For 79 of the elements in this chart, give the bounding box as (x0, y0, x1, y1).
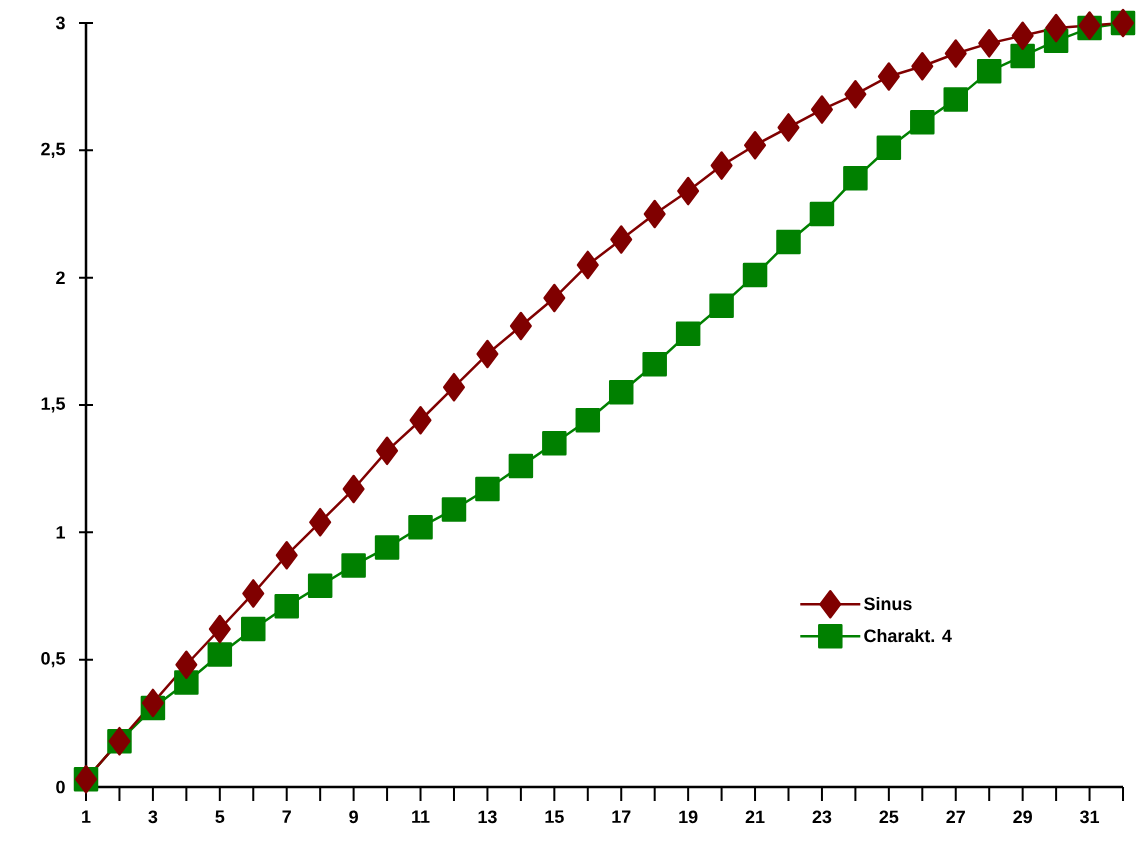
point (476, 339, 499, 369)
x-tick-label: 11 (412, 810, 430, 823)
y-tick-label: 3 (55, 16, 65, 30)
point (241, 616, 266, 642)
point (341, 553, 366, 578)
point (141, 688, 164, 718)
point (877, 62, 900, 91)
point (610, 225, 633, 254)
point (408, 514, 433, 540)
point (509, 311, 532, 341)
point (809, 201, 835, 227)
point (677, 176, 700, 206)
x-tick-label: 15 (545, 810, 564, 824)
y-tick-label: 1 (56, 526, 65, 539)
point (709, 293, 734, 318)
y-tick-label: 0,5 (41, 651, 65, 668)
point (274, 593, 299, 619)
x-tick-label: 5 (215, 810, 225, 824)
point (943, 87, 968, 112)
x-tick-label: 3 (148, 810, 158, 824)
point (307, 573, 333, 599)
point (275, 540, 298, 570)
x-tick-label: 25 (879, 810, 899, 824)
point (675, 321, 701, 346)
point (978, 29, 1001, 58)
point (911, 52, 934, 81)
x-tick-label: 9 (349, 810, 358, 824)
point (342, 474, 365, 504)
x-tick-label: 13 (478, 810, 497, 824)
x-tick-label: 1 (82, 810, 91, 823)
point (543, 283, 566, 313)
point (976, 59, 1002, 84)
point (207, 642, 233, 667)
point (575, 408, 601, 433)
point (242, 579, 265, 608)
point (1045, 13, 1068, 43)
point (643, 199, 666, 229)
point (910, 110, 935, 135)
y-tick-label: 0 (56, 780, 65, 794)
point (1011, 21, 1034, 50)
point (1010, 43, 1035, 69)
point (542, 430, 567, 456)
point (810, 95, 833, 124)
point (508, 453, 534, 479)
point (844, 80, 867, 109)
point (374, 535, 400, 560)
point (442, 372, 465, 402)
point (409, 406, 432, 435)
point (710, 151, 733, 180)
x-tick-label: 27 (946, 810, 965, 824)
point (576, 250, 599, 280)
y-tick-label: 1,5 (41, 397, 65, 413)
point (175, 650, 198, 679)
point (742, 262, 768, 288)
y-tick-label: 2,5 (41, 142, 65, 158)
point (174, 670, 199, 695)
point (642, 351, 667, 377)
x-tick-label: 19 (679, 810, 698, 824)
x-tick-label: 23 (812, 810, 832, 824)
point (608, 380, 634, 405)
point (876, 135, 902, 161)
point (843, 166, 868, 191)
point (777, 113, 800, 142)
legend-label: Sinus (864, 597, 912, 611)
x-tick-label: 17 (612, 810, 631, 823)
point (944, 39, 967, 68)
point (441, 497, 467, 522)
point (376, 436, 399, 466)
point (475, 476, 500, 502)
legend-label: Charakt. 4 (864, 629, 952, 643)
point (744, 130, 767, 160)
point (776, 229, 801, 255)
x-tick-label: 21 (745, 810, 765, 824)
x-tick-label: 7 (282, 810, 291, 823)
x-tick-label: 29 (1013, 810, 1032, 824)
x-tick-label: 31 (1079, 810, 1100, 824)
point (309, 507, 332, 537)
point (208, 614, 231, 644)
y-tick-label: 2 (56, 271, 65, 284)
